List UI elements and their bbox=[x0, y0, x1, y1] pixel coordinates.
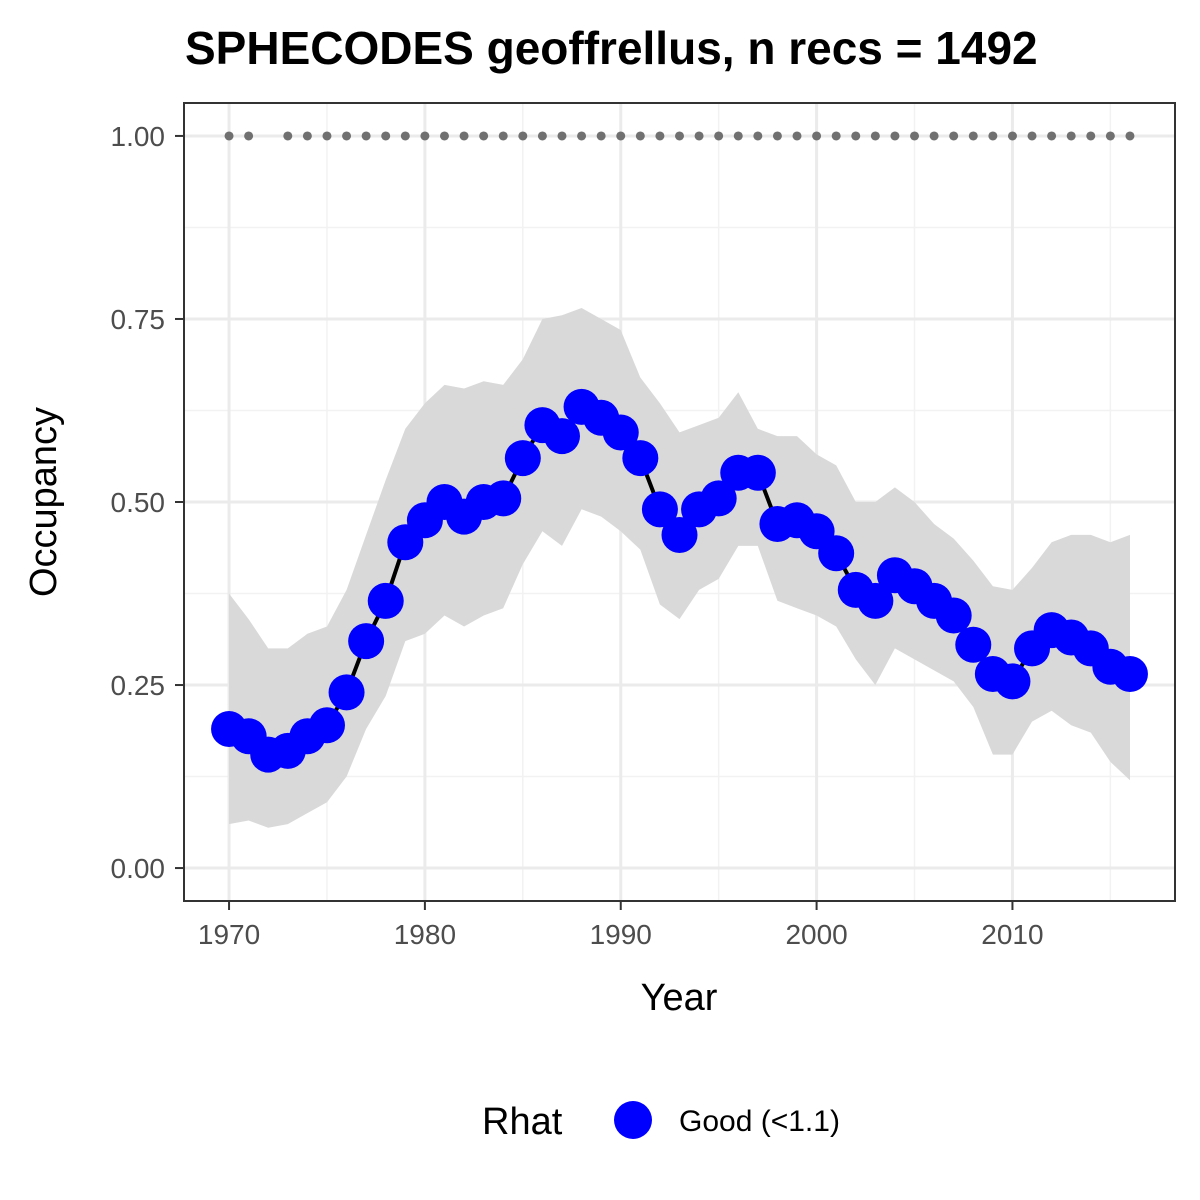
y-axis-title: Occupancy bbox=[23, 407, 65, 597]
legend-label-good: Good (<1.1) bbox=[679, 1105, 840, 1138]
record-dot bbox=[518, 131, 528, 141]
data-point bbox=[661, 516, 698, 553]
confidence-ribbon bbox=[229, 308, 1130, 828]
record-dot bbox=[1027, 131, 1037, 141]
record-dot bbox=[1105, 131, 1115, 141]
record-dot bbox=[400, 131, 410, 141]
record-dot bbox=[616, 131, 626, 141]
record-dot bbox=[498, 131, 508, 141]
record-dot bbox=[733, 131, 743, 141]
data-point bbox=[348, 623, 385, 660]
record-dot bbox=[772, 131, 782, 141]
record-dot bbox=[1125, 131, 1135, 141]
legend-title: Rhat bbox=[482, 1101, 563, 1143]
record-dot bbox=[812, 131, 822, 141]
data-point bbox=[602, 414, 639, 451]
data-point bbox=[328, 674, 365, 711]
data-point bbox=[485, 480, 522, 517]
record-dot bbox=[1066, 131, 1076, 141]
record-dot bbox=[714, 131, 724, 141]
y-tick-label: 0.25 bbox=[111, 670, 166, 701]
record-dot bbox=[929, 131, 939, 141]
record-dot bbox=[831, 131, 841, 141]
x-tick-label: 1980 bbox=[394, 919, 456, 950]
record-dot bbox=[910, 131, 920, 141]
record-dot bbox=[283, 131, 293, 141]
legend: Rhat Good (<1.1) bbox=[482, 1101, 840, 1143]
data-point bbox=[641, 491, 678, 528]
record-dot bbox=[870, 131, 880, 141]
record-dot bbox=[968, 131, 978, 141]
record-dot bbox=[851, 131, 861, 141]
data-point bbox=[308, 707, 345, 744]
data-point bbox=[367, 582, 404, 619]
record-dot bbox=[949, 131, 959, 141]
x-tick-label: 1970 bbox=[198, 919, 260, 950]
record-dot bbox=[381, 131, 391, 141]
data-point bbox=[994, 663, 1031, 700]
data-point bbox=[700, 480, 737, 517]
y-tick-label: 0.00 bbox=[111, 853, 166, 884]
record-year-dots bbox=[224, 131, 1135, 141]
record-dot bbox=[1086, 131, 1096, 141]
y-axis: 0.00 0.25 0.50 0.75 1.00 bbox=[111, 121, 184, 884]
record-dot bbox=[361, 131, 371, 141]
record-dot bbox=[890, 131, 900, 141]
data-point bbox=[818, 535, 855, 572]
record-dot bbox=[224, 131, 234, 141]
record-dot bbox=[420, 131, 430, 141]
data-point bbox=[1111, 656, 1148, 693]
x-tick-label: 2010 bbox=[981, 919, 1043, 950]
record-dot bbox=[675, 131, 684, 141]
record-dot bbox=[577, 131, 587, 141]
data-point bbox=[739, 454, 776, 491]
record-dot bbox=[302, 131, 312, 141]
x-tick-label: 1990 bbox=[590, 919, 652, 950]
record-dot bbox=[1007, 131, 1017, 141]
x-axis-title: Year bbox=[641, 977, 718, 1019]
record-dot bbox=[342, 131, 352, 141]
record-dot bbox=[753, 131, 763, 141]
record-dot bbox=[557, 131, 567, 141]
record-dot bbox=[694, 131, 704, 141]
record-dot bbox=[988, 131, 998, 141]
y-tick-label: 0.75 bbox=[111, 304, 166, 335]
record-dot bbox=[439, 131, 449, 141]
data-point bbox=[955, 626, 992, 663]
record-dot bbox=[1047, 131, 1057, 141]
record-dot bbox=[537, 131, 547, 141]
data-point bbox=[543, 418, 580, 455]
y-tick-label: 0.50 bbox=[111, 487, 166, 518]
legend-key-good bbox=[614, 1101, 652, 1139]
record-dot bbox=[459, 131, 469, 141]
ribbon-area bbox=[229, 308, 1130, 828]
x-tick-label: 2000 bbox=[785, 919, 847, 950]
record-dot bbox=[635, 131, 645, 141]
record-dot bbox=[322, 131, 332, 141]
record-dot bbox=[655, 131, 665, 141]
y-tick-label: 1.00 bbox=[111, 121, 166, 152]
x-axis: 1970 1980 1990 2000 2010 bbox=[198, 901, 1044, 950]
occupancy-points bbox=[211, 388, 1148, 773]
record-dot bbox=[244, 131, 254, 141]
data-point bbox=[504, 440, 541, 477]
data-point bbox=[622, 440, 659, 477]
record-dot bbox=[596, 131, 606, 141]
record-dot bbox=[479, 131, 489, 141]
record-dot bbox=[792, 131, 802, 141]
data-point bbox=[857, 582, 894, 619]
chart-title: SPHECODES geoffrellus, n recs = 1492 bbox=[185, 22, 1038, 74]
data-point bbox=[935, 597, 972, 634]
